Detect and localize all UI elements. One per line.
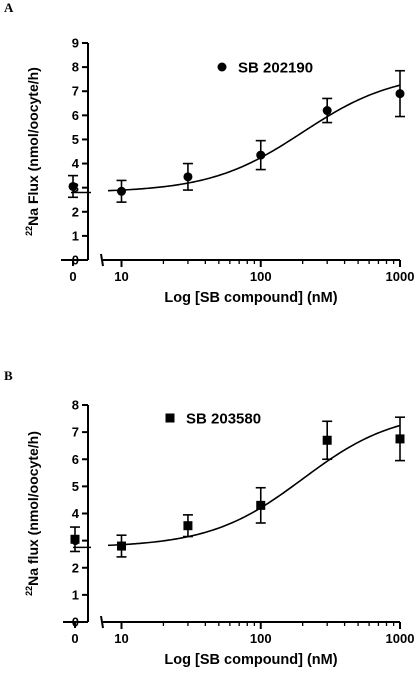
y-tick-label: 2 — [72, 560, 79, 575]
chart-panel-a: 01234567890101001000Log [SB compound] (n… — [24, 36, 415, 307]
y-axis-title-text: Na Flux (nmol/oocyte/h) — [25, 67, 41, 226]
y-axis-title-text: Na flux (nmol/oocyte/h) — [25, 431, 41, 586]
y-tick-label: 1 — [72, 228, 79, 243]
data-point — [322, 106, 332, 116]
y-tick-label: 7 — [72, 425, 79, 440]
fit-curve — [107, 84, 401, 192]
data-point — [116, 541, 126, 551]
data-point — [256, 500, 266, 510]
y-tick-label: 1 — [72, 587, 79, 602]
x-tick-label: 0 — [69, 269, 76, 284]
x-axis-break-mark — [100, 253, 104, 267]
x-tick-label: 10 — [114, 631, 128, 646]
control-data-point — [68, 181, 78, 191]
x-tick-label: 1000 — [386, 631, 415, 646]
data-point — [183, 521, 193, 531]
y-axis-title: 22Na flux (nmol/oocyte/h) — [24, 431, 41, 596]
x-tick-label: 100 — [250, 269, 272, 284]
x-axis-title: Log [SB compound] (nM) — [164, 652, 337, 668]
y-tick-label: 6 — [72, 452, 79, 467]
y-tick-label: 6 — [72, 108, 79, 123]
y-tick-label: 5 — [72, 132, 79, 147]
x-tick-label: 100 — [250, 631, 272, 646]
data-point — [395, 434, 405, 444]
data-point — [256, 150, 266, 160]
x-tick-label: 0 — [71, 631, 78, 646]
x-axis-title: Log [SB compound] (nM) — [164, 290, 337, 306]
data-point — [183, 172, 193, 182]
y-tick-label: 8 — [72, 398, 79, 413]
y-tick-label: 4 — [72, 156, 80, 171]
y-tick-label: 9 — [72, 36, 79, 51]
y-axis-title: 22Na Flux (nmol/oocyte/h) — [24, 67, 41, 236]
panel-label-b: B — [4, 368, 13, 383]
y-axis-title-superscript: 22 — [24, 226, 34, 236]
x-axis-break-mark — [100, 615, 104, 629]
y-tick-label: 2 — [72, 204, 79, 219]
data-point — [322, 435, 332, 445]
control-data-point — [70, 534, 80, 544]
y-tick-label: 8 — [72, 60, 79, 75]
data-point — [116, 186, 126, 196]
legend-marker — [165, 413, 175, 423]
x-tick-label: 1000 — [386, 269, 415, 284]
y-tick-label: 5 — [72, 479, 79, 494]
x-tick-label: 10 — [114, 269, 128, 284]
legend-marker — [217, 62, 227, 72]
data-point — [395, 89, 405, 99]
chart-panel-b: 0123456780101001000Log [SB compound] (nM… — [24, 398, 415, 669]
y-axis-title-superscript: 22 — [24, 586, 34, 596]
legend-label: SB 202190 — [238, 60, 313, 77]
legend-label: SB 203580 — [186, 411, 261, 428]
fit-curve — [107, 424, 401, 547]
y-tick-label: 7 — [72, 84, 79, 99]
panel-label-a: A — [4, 0, 14, 15]
y-tick-label: 4 — [72, 506, 80, 521]
